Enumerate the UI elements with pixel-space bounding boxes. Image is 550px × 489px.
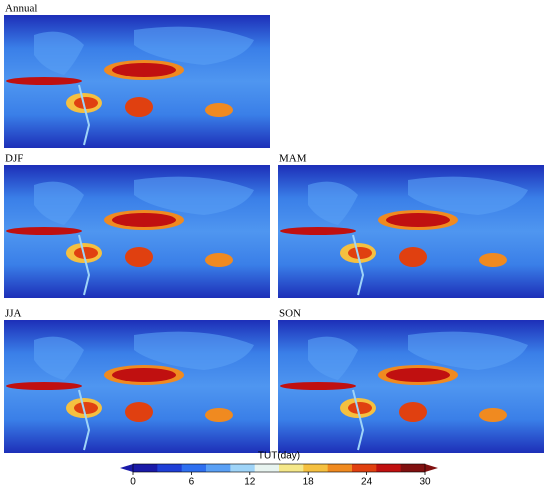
- colorbar-segment: [206, 464, 231, 472]
- colorbar-extend-high: [425, 464, 438, 472]
- colorbar-segment: [133, 464, 158, 472]
- colorbar-title: TUT(day): [258, 451, 300, 462]
- colorbar-tick-label: 24: [361, 477, 373, 488]
- colorbar-tick-label: 30: [419, 477, 431, 488]
- colorbar-segment: [400, 464, 426, 472]
- map: [277, 164, 545, 299]
- colorbar-segment: [352, 464, 377, 472]
- colorbar-segment: [376, 464, 402, 472]
- colorbar-segment: [254, 464, 280, 472]
- colorbar-segment: [230, 464, 256, 472]
- panel-label: DJF: [5, 153, 23, 165]
- map: [3, 319, 271, 454]
- panel-label: SON: [279, 308, 301, 320]
- colorbar: TUT(day) 0 6 12 18 24 30: [120, 451, 438, 488]
- panel-label: Annual: [5, 3, 37, 15]
- colorbar-tick-label: 18: [303, 477, 315, 488]
- map: [277, 319, 545, 454]
- colorbar-segment: [181, 464, 207, 472]
- colorbar-tick-label: 6: [189, 477, 195, 488]
- map: [3, 164, 271, 299]
- map: [3, 14, 271, 149]
- colorbar-tick-label: 0: [130, 477, 136, 488]
- colorbar-segment: [327, 464, 353, 472]
- panel-label: MAM: [279, 153, 307, 165]
- colorbar-segment: [157, 464, 183, 472]
- map-panels: Annual DJF MAM JJA SON: [3, 3, 545, 454]
- colorbar-extend-low: [120, 464, 133, 472]
- panel-label: JJA: [5, 308, 22, 320]
- colorbar-tick-label: 12: [244, 477, 256, 488]
- colorbar-segment: [303, 464, 329, 472]
- colorbar-frame: [132, 463, 426, 473]
- colorbar-segment: [279, 464, 304, 472]
